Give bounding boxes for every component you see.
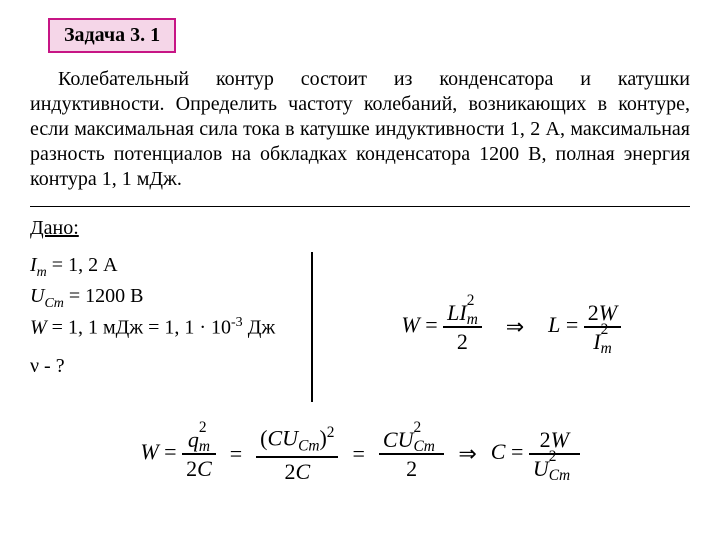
implies-icon: ⇒ bbox=[458, 441, 476, 467]
given-line-1: Im = 1, 2 А bbox=[30, 252, 305, 283]
equation-block-2: W = q2m2 2C = (CUCm)2 2C = CU2Cm2m 2 ⇒ C… bbox=[30, 424, 690, 484]
equation-block-1: W = LI2m2 2 ⇒ L = 2W I2m2 bbox=[313, 252, 691, 402]
find-line: ν - ? bbox=[30, 353, 305, 380]
problem-statement: Колебательный контур состоит из конденса… bbox=[30, 67, 690, 192]
given-label: Дано: bbox=[30, 217, 690, 240]
given-line-3: W = 1, 1 мДж = 1, 1 · 10-3 Дж bbox=[30, 314, 305, 342]
divider-top bbox=[30, 206, 690, 207]
given-block: Im = 1, 2 А UCm = 1200 В W = 1, 1 мДж = … bbox=[30, 252, 311, 402]
given-line-2: UCm = 1200 В bbox=[30, 283, 305, 314]
implies-icon: ⇒ bbox=[506, 314, 524, 340]
problem-title: Задача 3. 1 bbox=[48, 18, 176, 53]
